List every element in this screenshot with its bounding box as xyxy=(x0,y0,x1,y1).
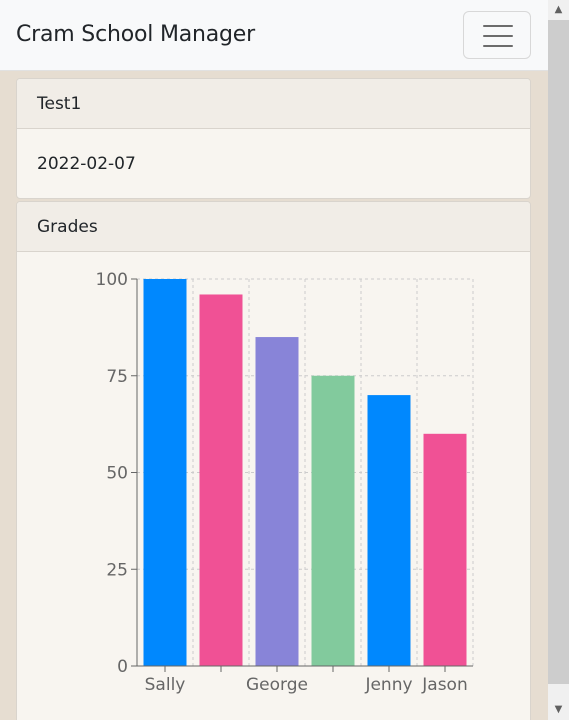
grades-bar-chart: 0 25 50 75 100 Sally George Jenny Jason xyxy=(96,270,474,695)
navbar-toggle-button[interactable] xyxy=(463,11,531,59)
grades-title: Grades xyxy=(17,202,530,252)
y-tick-label: 75 xyxy=(106,367,128,387)
test-title: Test1 xyxy=(17,79,530,129)
bar-mike xyxy=(311,375,355,666)
x-tick-label: George xyxy=(246,675,308,695)
bar-sally xyxy=(143,279,187,666)
test-card: Test1 2022-02-07 xyxy=(16,78,531,199)
bar-jason xyxy=(423,433,467,666)
x-tick-label: Jenny xyxy=(364,675,412,695)
scroll-thumb[interactable] xyxy=(548,20,569,684)
grades-card: Grades 0 25 50 75 100 Sally George Jenny Jason xyxy=(16,201,531,720)
bar-anna xyxy=(199,294,243,666)
test-date: 2022-02-07 xyxy=(37,154,136,174)
y-tick-label: 100 xyxy=(96,270,128,290)
bar-jenny xyxy=(367,395,411,666)
y-tick-label: 50 xyxy=(106,464,128,484)
scroll-down-arrow-icon[interactable]: ▼ xyxy=(554,704,563,715)
x-tick-label: Jason xyxy=(421,675,467,695)
y-tick-label: 25 xyxy=(106,560,128,580)
y-tick-label: 0 xyxy=(117,657,128,677)
app-brand[interactable]: Cram School Manager xyxy=(16,22,255,47)
vertical-scrollbar[interactable]: ▲ ▼ xyxy=(548,0,569,720)
x-tick-label: Sally xyxy=(145,675,186,695)
scroll-up-arrow-icon[interactable]: ▲ xyxy=(554,4,563,15)
navbar: Cram School Manager xyxy=(0,0,548,71)
bar-george xyxy=(255,337,299,666)
